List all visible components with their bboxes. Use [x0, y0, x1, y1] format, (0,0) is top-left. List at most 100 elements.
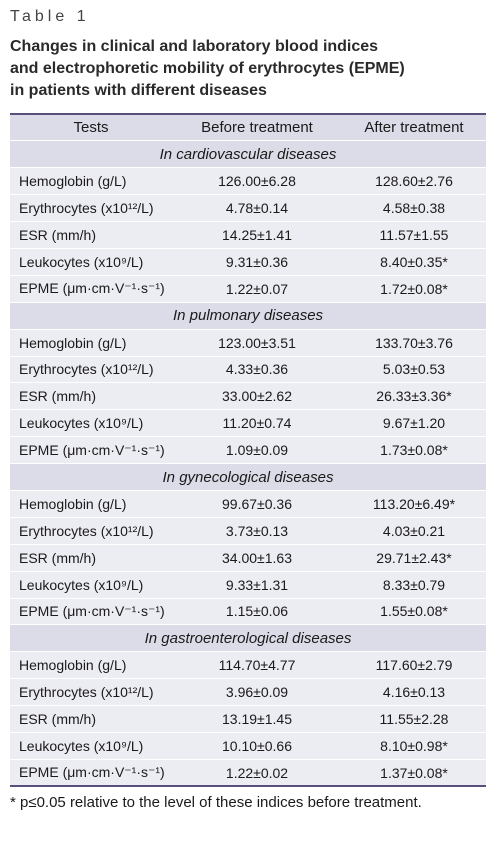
cell: 4.16±0.13 [342, 678, 486, 707]
data-row: EPME (μm·cm·V⁻¹·s⁻¹) 1.22±0.02 1.37±0.08* [10, 759, 486, 787]
section-title: In gastroenterological diseases [10, 624, 486, 653]
cell: 11.57±1.55 [342, 221, 486, 249]
data-row: Erythrocytes (x10¹²/L) 4.78±0.14 4.58±0.38 [10, 194, 486, 223]
cell: 1.22±0.07 [172, 275, 342, 303]
data-row: ESR (mm/h) 14.25±1.41 11.57±1.55 [10, 221, 486, 249]
cell: 99.67±0.36 [172, 490, 342, 518]
cell: 4.78±0.14 [172, 194, 342, 223]
cell: Hemoglobin (g/L) [10, 490, 172, 518]
cell: 4.33±0.36 [172, 356, 342, 384]
section-row: In cardiovascular diseases [10, 140, 486, 169]
section-title: In pulmonary diseases [10, 302, 486, 330]
cell: 29.71±2.43* [342, 544, 486, 572]
cell: 1.15±0.06 [172, 598, 342, 626]
cell: 3.73±0.13 [172, 517, 342, 545]
data-row: Hemoglobin (g/L) 123.00±3.51 133.70±3.76 [10, 329, 486, 357]
cell: 133.70±3.76 [342, 329, 486, 357]
section-row: In gastroenterological diseases [10, 624, 486, 653]
data-row: ESR (mm/h) 33.00±2.62 26.33±3.36* [10, 382, 486, 411]
cell: Leukocytes (x10⁹/L) [10, 732, 172, 760]
cell: 114.70±4.77 [172, 651, 342, 680]
header-cell: After treatment [342, 114, 486, 142]
cell: EPME (μm·cm·V⁻¹·s⁻¹) [10, 759, 172, 787]
cell: EPME (μm·cm·V⁻¹·s⁻¹) [10, 436, 172, 465]
data-row: ESR (mm/h) 34.00±1.63 29.71±2.43* [10, 544, 486, 572]
cell: 8.33±0.79 [342, 571, 486, 599]
cell: 26.33±3.36* [342, 382, 486, 411]
cell: 1.72±0.08* [342, 275, 486, 303]
cell: 8.10±0.98* [342, 732, 486, 760]
data-table: Tests Before treatment After treatment In … [10, 113, 486, 788]
cell: EPME (μm·cm·V⁻¹·s⁻¹) [10, 598, 172, 626]
section-row: In gynecological diseases [10, 463, 486, 491]
cell: ESR (mm/h) [10, 382, 172, 411]
data-row: Erythrocytes (x10¹²/L) 3.73±0.13 4.03±0.21 [10, 517, 486, 545]
data-row: Hemoglobin (g/L) 99.67±0.36 113.20±6.49* [10, 490, 486, 518]
cell: 1.09±0.09 [172, 436, 342, 465]
data-row: Leukocytes (x10⁹/L) 11.20±0.74 9.67±1.20 [10, 409, 486, 438]
footnote: * p≤0.05 relative to the level of these … [10, 794, 422, 811]
cell: 113.20±6.49* [342, 490, 486, 518]
cell: Leukocytes (x10⁹/L) [10, 409, 172, 438]
data-row: Leukocytes (x10⁹/L) 9.31±0.36 8.40±0.35* [10, 248, 486, 276]
data-row: EPME (μm·cm·V⁻¹·s⁻¹) 1.09±0.09 1.73±0.08* [10, 436, 486, 465]
cell: 1.73±0.08* [342, 436, 486, 465]
cell: Hemoglobin (g/L) [10, 651, 172, 680]
data-row: Leukocytes (x10⁹/L) 10.10±0.66 8.10±0.98* [10, 732, 486, 760]
section-title: In cardiovascular diseases [10, 140, 486, 169]
cell: 4.58±0.38 [342, 194, 486, 223]
cell: ESR (mm/h) [10, 705, 172, 733]
cell: Erythrocytes (x10¹²/L) [10, 356, 172, 384]
caption-line: Changes in clinical and laboratory blood… [10, 38, 379, 55]
cell: ESR (mm/h) [10, 221, 172, 249]
cell: 33.00±2.62 [172, 382, 342, 411]
cell: Hemoglobin (g/L) [10, 329, 172, 357]
cell: 9.33±1.31 [172, 571, 342, 599]
data-row: Hemoglobin (g/L) 114.70±4.77 117.60±2.79 [10, 651, 486, 680]
cell: 1.22±0.02 [172, 759, 342, 787]
cell: 10.10±0.66 [172, 732, 342, 760]
header-cell: Before treatment [172, 114, 342, 142]
section-title: In gynecological diseases [10, 463, 486, 491]
cell: Erythrocytes (x10¹²/L) [10, 517, 172, 545]
table-caption: Changes in clinical and laboratory blood… [10, 36, 490, 102]
cell: 128.60±2.76 [342, 167, 486, 196]
cell: Leukocytes (x10⁹/L) [10, 571, 172, 599]
cell: Erythrocytes (x10¹²/L) [10, 194, 172, 223]
cell: Erythrocytes (x10¹²/L) [10, 678, 172, 707]
data-row: ESR (mm/h) 13.19±1.45 11.55±2.28 [10, 705, 486, 733]
cell: 13.19±1.45 [172, 705, 342, 733]
cell: ESR (mm/h) [10, 544, 172, 572]
header-cell: Tests [10, 114, 172, 142]
cell: EPME (μm·cm·V⁻¹·s⁻¹) [10, 275, 172, 303]
cell: 8.40±0.35* [342, 248, 486, 276]
caption-line: and electrophoretic mobility of erythroc… [10, 60, 405, 77]
data-row: Erythrocytes (x10¹²/L) 3.96±0.09 4.16±0.13 [10, 678, 486, 707]
section-row: In pulmonary diseases [10, 302, 486, 330]
data-row: EPME (μm·cm·V⁻¹·s⁻¹) 1.22±0.07 1.72±0.08* [10, 275, 486, 303]
cell: 34.00±1.63 [172, 544, 342, 572]
table-label: Table 1 [10, 8, 90, 25]
cell: 9.67±1.20 [342, 409, 486, 438]
cell: 5.03±0.53 [342, 356, 486, 384]
table-body: In cardiovascular diseases Hemoglobin (g/… [10, 140, 486, 787]
cell: 123.00±3.51 [172, 329, 342, 357]
cell: 3.96±0.09 [172, 678, 342, 707]
cell: 126.00±6.28 [172, 167, 342, 196]
cell: 11.20±0.74 [172, 409, 342, 438]
data-row: EPME (μm·cm·V⁻¹·s⁻¹) 1.15±0.06 1.55±0.08* [10, 598, 486, 626]
header-row: Tests Before treatment After treatment [10, 114, 486, 142]
data-row: Leukocytes (x10⁹/L) 9.33±1.31 8.33±0.79 [10, 571, 486, 599]
caption-line: in patients with different diseases [10, 82, 267, 99]
cell: 1.55±0.08* [342, 598, 486, 626]
cell: 9.31±0.36 [172, 248, 342, 276]
cell: 117.60±2.79 [342, 651, 486, 680]
cell: Hemoglobin (g/L) [10, 167, 172, 196]
data-row: Erythrocytes (x10¹²/L) 4.33±0.36 5.03±0.53 [10, 356, 486, 384]
cell: 4.03±0.21 [342, 517, 486, 545]
cell: 11.55±2.28 [342, 705, 486, 733]
cell: 14.25±1.41 [172, 221, 342, 249]
data-row: Hemoglobin (g/L) 126.00±6.28 128.60±2.76 [10, 167, 486, 196]
